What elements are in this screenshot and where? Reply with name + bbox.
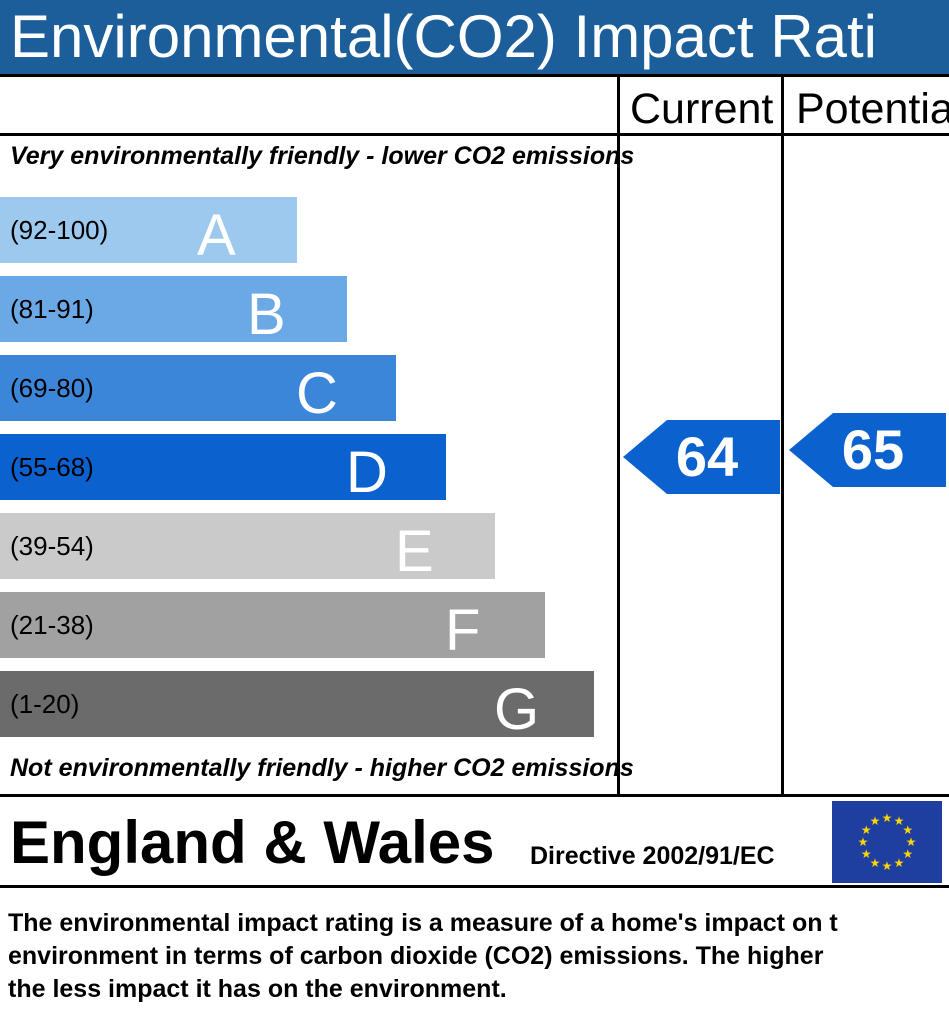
band-d: (55-68) D bbox=[0, 434, 446, 505]
band-letter: D bbox=[346, 440, 388, 505]
star-icon: ★ bbox=[894, 814, 905, 828]
region-label: England & Wales bbox=[10, 809, 495, 876]
top-caption: Very environmentally friendly - lower CO… bbox=[10, 142, 635, 170]
description-line-2: environment in terms of carbon dioxide (… bbox=[8, 942, 824, 970]
star-icon: ★ bbox=[894, 856, 905, 870]
band-range-label: (69-80) bbox=[10, 373, 94, 403]
band-range-label: (81-91) bbox=[10, 294, 94, 324]
potential-column-header: Potentia bbox=[796, 85, 949, 133]
potential-rating-arrow-shape bbox=[789, 413, 946, 487]
star-icon: ★ bbox=[861, 823, 872, 837]
band-f: (21-38) F bbox=[0, 592, 545, 663]
footer-divider bbox=[0, 794, 949, 797]
star-icon: ★ bbox=[858, 835, 869, 849]
band-g: (1-20) G bbox=[0, 671, 594, 742]
star-icon: ★ bbox=[882, 859, 893, 873]
directive-label: Directive 2002/91/EC bbox=[530, 842, 775, 870]
current-column-divider bbox=[617, 74, 620, 797]
band-range-label: (1-20) bbox=[10, 689, 80, 719]
band-letter: G bbox=[494, 677, 540, 742]
star-icon: ★ bbox=[902, 847, 913, 861]
potential-column-divider bbox=[781, 74, 784, 797]
band-a: (92-100) A bbox=[0, 197, 297, 268]
band-c: (69-80) C bbox=[0, 355, 396, 426]
star-icon: ★ bbox=[861, 847, 872, 861]
bottom-caption: Not environmentally friendly - higher CO… bbox=[10, 754, 634, 782]
star-icon: ★ bbox=[902, 823, 913, 837]
band-letter: F bbox=[445, 598, 481, 663]
star-icon: ★ bbox=[870, 856, 881, 870]
current-column-header: Current bbox=[630, 85, 774, 133]
current-rating-value: 64 bbox=[676, 425, 738, 488]
chart-frame bbox=[0, 74, 949, 888]
band-e: (39-54) E bbox=[0, 513, 495, 584]
band-range-label: (39-54) bbox=[10, 531, 94, 561]
band-range-label: (21-38) bbox=[10, 610, 94, 640]
band-letter: C bbox=[296, 361, 338, 426]
band-letter: B bbox=[247, 282, 286, 347]
potential-rating-arrow: 65 bbox=[789, 413, 946, 487]
description-line-1: The environmental impact rating is a mea… bbox=[8, 909, 838, 937]
potential-rating-value: 65 bbox=[842, 418, 904, 481]
description: The environmental impact rating is a mea… bbox=[8, 907, 949, 1007]
band-range-label: (92-100) bbox=[10, 215, 109, 245]
chart-title: Environmental(CO2) Impact Rati bbox=[0, 0, 949, 74]
star-icon: ★ bbox=[882, 811, 893, 825]
star-icon: ★ bbox=[906, 835, 917, 849]
band-b: (81-91) B bbox=[0, 276, 347, 347]
band-letter: A bbox=[197, 203, 236, 268]
description-line-3: the less impact it has on the environmen… bbox=[8, 975, 507, 1003]
current-rating-arrow: 64 bbox=[623, 420, 780, 494]
column-header-divider bbox=[0, 133, 949, 136]
band-letter: E bbox=[395, 519, 434, 584]
current-rating-arrow-shape bbox=[623, 420, 780, 494]
band-range-label: (55-68) bbox=[10, 452, 94, 482]
eu-flag-icon: ★ ★ ★ ★ ★ ★ ★ ★ ★ ★ ★ ★ bbox=[832, 801, 942, 883]
star-icon: ★ bbox=[870, 814, 881, 828]
